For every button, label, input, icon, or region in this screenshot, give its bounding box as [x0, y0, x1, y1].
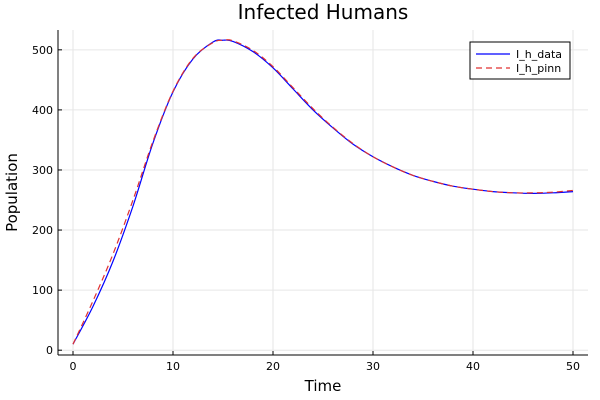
chart-title: Infected Humans [238, 0, 409, 24]
y-tick-label: 200 [32, 224, 53, 237]
x-tick-label: 30 [366, 360, 380, 373]
x-tick-label: 0 [70, 360, 77, 373]
x-tick-label: 50 [566, 360, 580, 373]
y-tick-label: 0 [46, 344, 53, 357]
x-tick-label: 20 [266, 360, 280, 373]
axes [57, 30, 588, 356]
series-line-i-h-pinn [72, 39, 574, 345]
x-tick-label: 40 [466, 360, 480, 373]
y-axis-label: Population [3, 153, 21, 232]
legend-label: I_h_pinn [516, 62, 561, 75]
y-tick-label: 400 [32, 104, 53, 117]
legend-box [469, 41, 571, 80]
x-axis-label: Time [304, 377, 342, 395]
series-line-i-h-data [72, 39, 574, 345]
series-layer [72, 39, 574, 345]
legend-label: I_h_data [516, 48, 562, 61]
y-tick-label: 500 [32, 44, 53, 57]
y-tick-label: 100 [32, 284, 53, 297]
grid [58, 30, 588, 355]
y-tick-label: 300 [32, 164, 53, 177]
x-tick-label: 10 [166, 360, 180, 373]
